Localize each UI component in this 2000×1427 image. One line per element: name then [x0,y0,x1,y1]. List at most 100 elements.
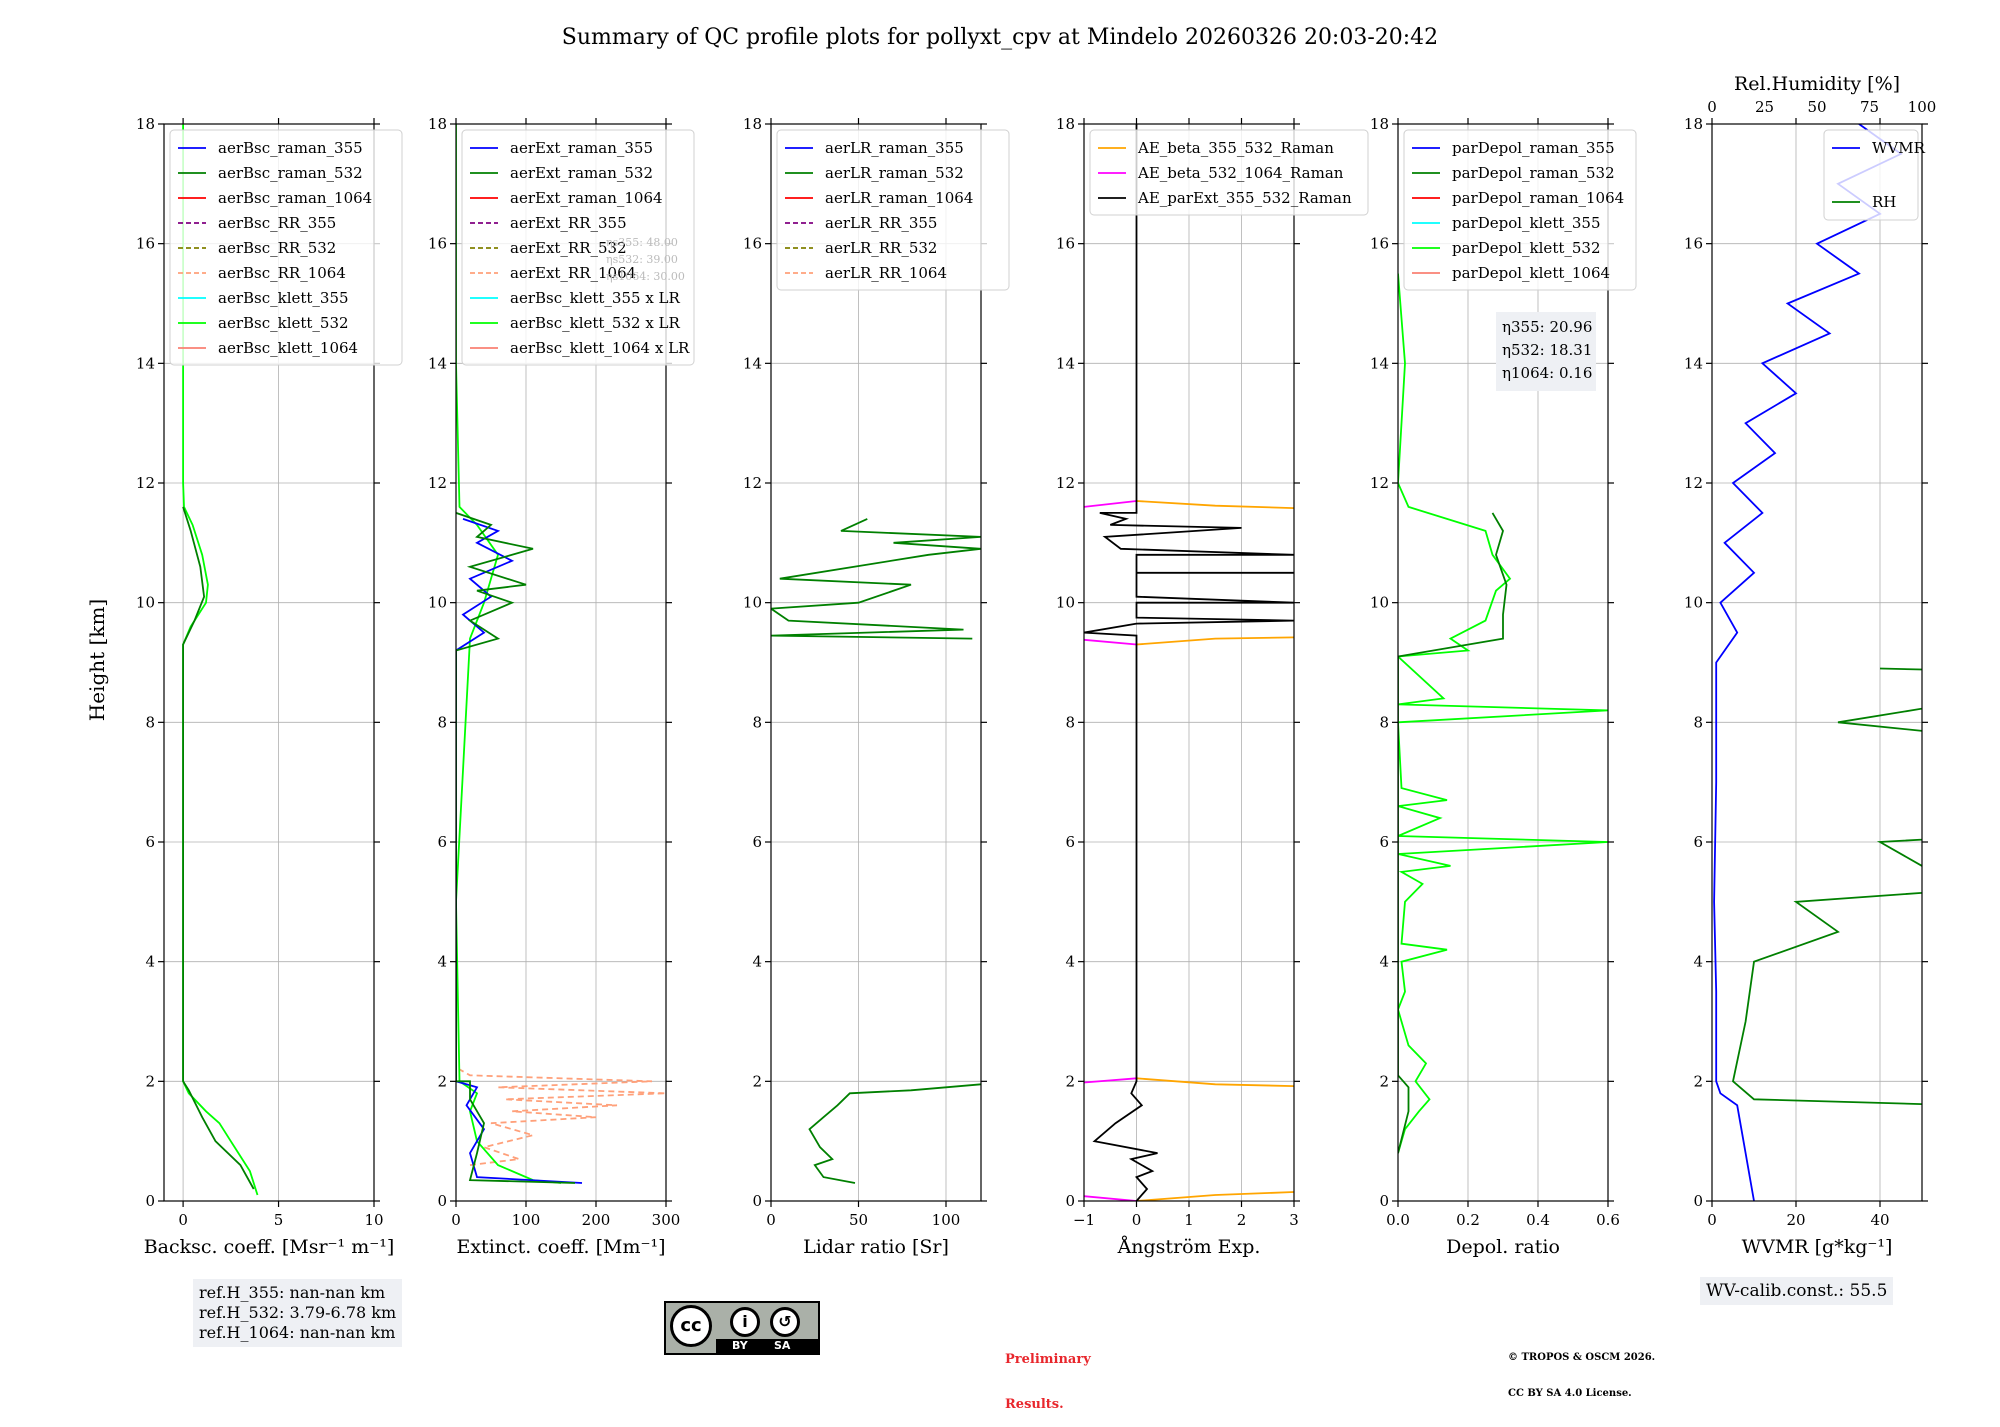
y-tick-label: 16 [743,235,762,253]
x-tick-label: 3 [1289,1211,1299,1229]
legend-label: aerBsc_RR_355 [218,214,336,232]
legend-label: aerBsc_RR_532 [218,239,336,257]
series-group-ae [1084,124,1294,1201]
legend-label: aerBsc_klett_355 x LR [510,289,681,307]
series-AE_beta_355_532_Raman_2 [1136,1077,1294,1087]
series-AE_beta_532_1064_Raman_4 [1084,500,1137,508]
series-parDepol_raman_532 [1398,512,1508,1154]
axes-frame [163,123,375,1202]
series-AE_beta_532_1064_Raman_2 [1084,1077,1137,1084]
y-tick-label: 12 [136,474,155,492]
series-aerLR_raman_532_cirrus [771,518,981,640]
legend-label: aerLR_raman_355 [825,139,964,157]
copyright-line-2: CC BY SA 4.0 License. [1508,1388,1632,1399]
axes-frame [1397,123,1609,1202]
top-x-tick-label: 50 [1807,98,1826,116]
y-tick-label: 10 [1056,594,1075,612]
ref-height-1064: ref.H_1064: nan-nan km [199,1323,396,1342]
y-tick-label: 10 [1684,594,1703,612]
legend-label: parDepol_raman_1064 [1452,189,1624,207]
x-axis-label: Backsc. coeff. [Msr⁻¹ m⁻¹] [144,1236,395,1258]
x-tick-label: 0 [1132,1211,1142,1229]
legend-bsc: aerBsc_raman_355 aerBsc_raman_532 aerBsc_r… [169,129,403,366]
y-tick-label: 10 [136,594,155,612]
legend-ext: aerExt_raman_355 aerExt_raman_532 aerExt_r… [461,129,695,366]
annotation-text: ηs532: 39.00 [606,253,678,266]
legend-frame [461,129,695,366]
legend-lr: aerLR_raman_355 aerLR_raman_532 aerLR_rama… [776,129,1010,291]
cc-badge-bottom-bar: BY SA [716,1339,818,1353]
legend-label: aerExt_RR_532 [510,239,627,257]
y-tick-label: 0 [437,1192,447,1210]
cc-sa-text: SA [774,1339,791,1352]
series-group-ext [456,124,666,1184]
x-tick-label: 2 [1237,1211,1247,1229]
y-tick-label: 14 [1056,354,1075,372]
y-tick-label: 18 [136,115,155,133]
copyright-note: © TROPOS & OSCM 2026. CC BY SA 4.0 Licen… [1508,1328,1655,1412]
legend-label: parDepol_raman_532 [1452,164,1615,182]
legend-depol: parDepol_raman_355 parDepol_raman_532 parD… [1403,129,1637,291]
series-group-bsc [182,124,259,1196]
legend-label: AE_beta_355_532_Raman [1137,139,1334,157]
y-tick-label: 8 [1693,713,1703,731]
legend-label: aerBsc_RR_1064 [218,264,346,282]
legend-ae: AE_beta_355_532_Raman AE_beta_532_1064_Ra… [1089,129,1369,216]
x-tick-label: 0 [1707,1211,1717,1229]
series-WVMR [1713,124,1903,1201]
x-tick-label: 20 [1786,1211,1805,1229]
legend-label: aerLR_RR_355 [825,214,937,232]
y-tick-label: 16 [1370,235,1389,253]
legend-label: aerBsc_klett_1064 x LR [510,339,690,357]
legend-label: aerBsc_raman_1064 [218,189,372,207]
y-tick-label: 2 [1693,1072,1703,1090]
x-tick-label: 10 [364,1211,383,1229]
x-tick-label: 0.6 [1596,1211,1620,1229]
x-tick-label: 300 [652,1211,681,1229]
y-tick-label: 12 [1056,474,1075,492]
y-tick-label: 16 [428,235,447,253]
copyright-line-1: © TROPOS & OSCM 2026. [1508,1352,1656,1363]
series-group-depol [1398,273,1608,1154]
axes-frame [1711,123,1923,1202]
legend-frame [1089,129,1369,216]
y-tick-label: 18 [428,115,447,133]
x-tick-label: −1 [1073,1211,1095,1229]
panel-lr: 0 2 4 6 8 10 12 14 16 18 0 50 100 Lidar ratio [Sr] aer… [743,115,1010,1258]
x-tick-label: 50 [849,1211,868,1229]
series-aerExt_raman_532 [456,512,576,1184]
y-tick-label: 18 [1684,115,1703,133]
legend-label: AE_parExt_355_532_Raman [1137,189,1352,207]
series-group-lr [771,518,981,1184]
series-aerExt_RR_1064 [459,1068,666,1166]
annotation-text: η355: 20.96 [1502,318,1592,336]
x-tick-label: 0 [178,1211,188,1229]
y-tick-label: 8 [1379,713,1389,731]
legend-label: aerBsc_klett_532 x LR [510,314,681,332]
series-aerLR_raman_532 [808,1083,981,1184]
y-tick-label: 18 [743,115,762,133]
y-tick-label: 0 [1065,1192,1075,1210]
x-tick-label: 0.2 [1456,1211,1480,1229]
legend-label: parDepol_klett_532 [1452,239,1601,257]
x-tick-label: 40 [1870,1211,1889,1229]
legend-label: aerExt_RR_1064 [510,264,636,282]
x-tick-label: 0 [451,1211,461,1229]
y-tick-label: 18 [1370,115,1389,133]
legend-frame [1403,129,1637,291]
y-tick-label: 2 [1379,1072,1389,1090]
y-tick-label: 6 [1065,833,1075,851]
legend-label: aerBsc_raman_532 [218,164,363,182]
y-tick-label: 4 [1693,953,1703,971]
y-tick-label: 4 [145,953,155,971]
top-x-tick-label: 100 [1908,98,1937,116]
legend-label: parDepol_klett_355 [1452,214,1601,232]
legend-wv: WVMR RH [1823,129,1926,221]
legend-label: aerBsc_raman_355 [218,139,363,157]
y-tick-label: 14 [1684,354,1703,372]
y-tick-label: 2 [145,1072,155,1090]
y-tick-label: 6 [752,833,762,851]
y-tick-label: 6 [437,833,447,851]
